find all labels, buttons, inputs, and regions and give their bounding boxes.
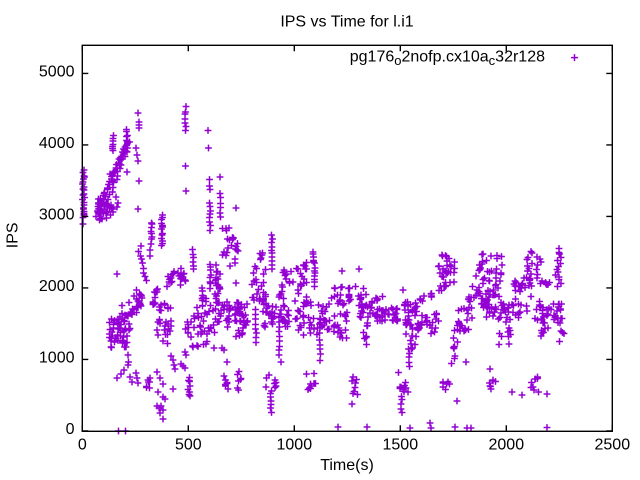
svg-text:IPS vs Time for l.i1: IPS vs Time for l.i1 xyxy=(280,13,413,30)
svg-text:0: 0 xyxy=(66,421,75,438)
svg-text:3000: 3000 xyxy=(39,207,75,224)
svg-text:Time(s): Time(s) xyxy=(320,457,374,474)
svg-text:1000: 1000 xyxy=(277,437,313,454)
svg-text:2500: 2500 xyxy=(595,437,631,454)
svg-text:pg176o2nofp.cx10ac32r128: pg176o2nofp.cx10ac32r128 xyxy=(350,49,545,69)
svg-text:0: 0 xyxy=(78,437,87,454)
svg-text:500: 500 xyxy=(175,437,202,454)
svg-text:4000: 4000 xyxy=(39,135,75,152)
svg-text:2000: 2000 xyxy=(489,437,525,454)
svg-text:1500: 1500 xyxy=(383,437,419,454)
svg-text:2000: 2000 xyxy=(39,278,75,295)
svg-text:IPS: IPS xyxy=(5,222,22,248)
svg-text:5000: 5000 xyxy=(39,64,75,81)
svg-text:1000: 1000 xyxy=(39,350,75,367)
